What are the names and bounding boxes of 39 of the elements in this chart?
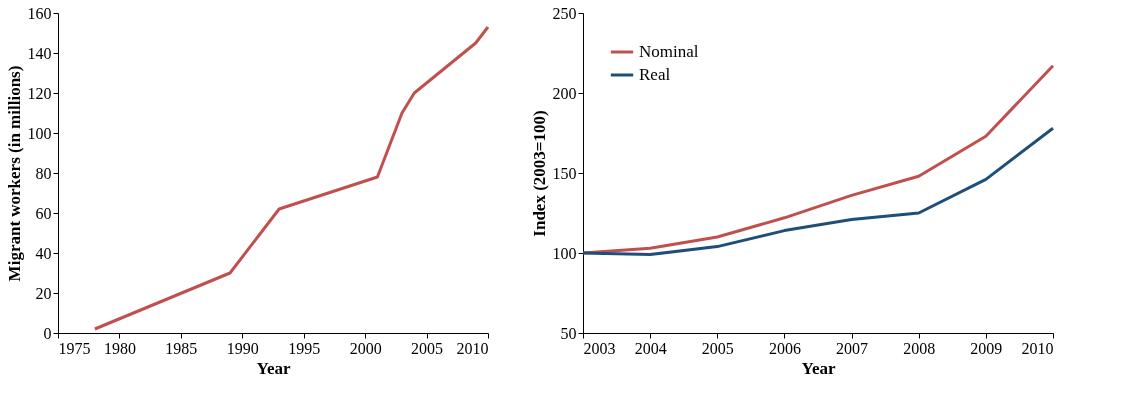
- x-tick-label: 2006: [768, 339, 801, 357]
- y-tick-label: 150: [552, 164, 577, 182]
- x-tick-label: 2009: [970, 339, 1003, 357]
- y-axis-title: Index (2003=100): [529, 110, 549, 237]
- x-tick-label: 2010: [456, 339, 489, 357]
- y-tick-label: 200: [552, 84, 577, 102]
- x-tick-label: 2008: [903, 339, 936, 357]
- y-axis-title: Migrant workers (in millions): [4, 65, 24, 282]
- y-tick-label: 0: [43, 324, 52, 342]
- y-tick-label: 120: [27, 84, 52, 102]
- x-tick-label: 2000: [349, 339, 382, 357]
- x-tick-label: 2010: [1021, 339, 1054, 357]
- x-axis-title: Year: [256, 358, 291, 378]
- line-series: [93, 25, 490, 331]
- x-tick-label: 2003: [583, 339, 616, 357]
- y-tick-label: 20: [35, 284, 52, 302]
- y-tick-label: 40: [35, 244, 52, 262]
- y-tick-label: 80: [35, 164, 52, 182]
- x-tick-label: 2005: [701, 339, 734, 357]
- x-tick-label: 1980: [103, 339, 136, 357]
- y-tick-label: 100: [27, 124, 52, 142]
- x-tick-label: 1995: [288, 339, 321, 357]
- y-tick-label: 140: [27, 44, 52, 62]
- x-tick-label: 2007: [836, 339, 869, 357]
- legend-label: Nominal: [639, 42, 699, 61]
- y-tick-label: 60: [35, 204, 52, 222]
- x-tick-label: 1985: [165, 339, 198, 357]
- y-tick-label: 100: [552, 244, 577, 262]
- x-tick-label: 1990: [226, 339, 259, 357]
- x-tick-label: 1975: [58, 339, 91, 357]
- x-axis-title: Year: [801, 358, 836, 378]
- legend-label: Real: [639, 65, 671, 84]
- y-tick-label: 160: [27, 4, 52, 22]
- x-tick-label: 2004: [634, 339, 667, 357]
- line-series: [581, 126, 1055, 257]
- y-tick-label: 250: [552, 4, 577, 22]
- x-tick-label: 2005: [411, 339, 444, 357]
- y-tick-label: 50: [560, 324, 577, 342]
- line-series: [581, 64, 1055, 255]
